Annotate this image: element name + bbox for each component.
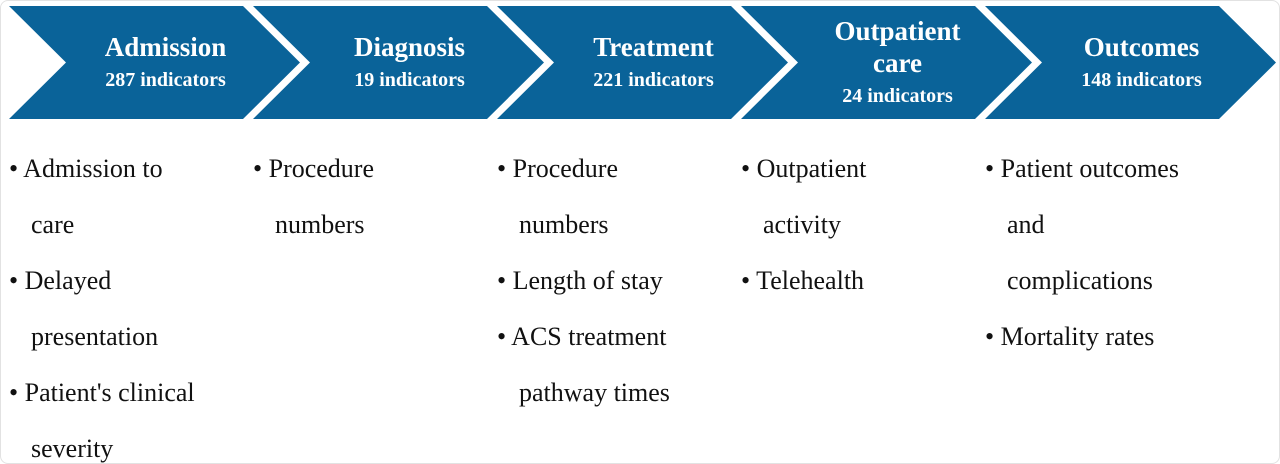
stage-count: 148 indicators <box>1081 68 1202 91</box>
bullet-item: • Outpatient activity <box>741 141 977 253</box>
bullet-item: • Length of stay <box>497 266 663 295</box>
stage-count: 287 indicators <box>105 68 226 91</box>
stage-details: • Procedure numbers <box>253 141 489 253</box>
bullet-text: activity <box>763 210 841 239</box>
stage-title: Outcomes <box>1083 31 1200 62</box>
stage-label: Outpatient care 24 indicators <box>794 6 1001 119</box>
stage-details: • Patient outcomes and complications • Mort… <box>985 141 1221 365</box>
bullet-text: severity <box>31 434 114 463</box>
bullet-text: Procedure <box>512 154 619 183</box>
stage-title: Outpatient care <box>834 15 961 78</box>
stage-label: Treatment 221 indicators <box>550 6 757 119</box>
stage-details: • Outpatient activity • Telehealth <box>741 141 977 309</box>
bullet-text: numbers <box>275 210 365 239</box>
stage-count: 221 indicators <box>593 68 714 91</box>
stage-details: • Admission to care • Delayed presentation •… <box>9 141 245 463</box>
chevron-row <box>9 6 1276 119</box>
bullet-text: Admission to <box>23 154 163 183</box>
bullet-text: Delayed <box>24 266 112 295</box>
stage-chevron <box>253 6 544 119</box>
bullet-item: • Patient outcomes and complications <box>985 141 1221 309</box>
bullet-text: complications <box>1007 266 1153 295</box>
bullet-item: • Patient's clinical severity <box>9 365 245 463</box>
bullet-text: Patient outcomes <box>1000 154 1179 183</box>
stage-title: Treatment <box>593 31 714 62</box>
stage-label: Admission 287 indicators <box>62 6 269 119</box>
bullet-item: • Mortality rates <box>985 322 1155 351</box>
stage-chevron <box>9 6 300 119</box>
bullet-item: • ACS treatment pathway times <box>497 309 733 421</box>
bullet-text: Mortality rates <box>1000 322 1155 351</box>
stage-details: • Procedure numbers • Length of stay • ACS … <box>497 141 733 421</box>
stage-title: Diagnosis <box>353 31 466 62</box>
stage-chevron <box>497 6 788 119</box>
bullet-item: • Procedure numbers <box>253 141 489 253</box>
bullet-text: Patient's clinical <box>24 378 195 407</box>
bullet-text: and <box>1007 210 1045 239</box>
bullet-text: presentation <box>31 322 159 351</box>
bullet-text: pathway times <box>519 378 670 407</box>
stage-chevron <box>985 6 1276 119</box>
bullet-text: numbers <box>519 210 609 239</box>
bullet-item: • Delayed presentation <box>9 253 245 365</box>
bullet-text: Telehealth <box>756 266 865 295</box>
stage-label: Diagnosis 19 indicators <box>306 6 513 119</box>
bullet-item: • Admission to care <box>9 141 245 253</box>
bullet-text: care <box>31 210 75 239</box>
bullet-item: • Procedure numbers <box>497 141 733 253</box>
stage-count: 19 indicators <box>354 68 465 91</box>
bullet-text: Procedure <box>268 154 375 183</box>
bullet-text: Outpatient <box>756 154 867 183</box>
stage-chevron <box>741 6 1032 119</box>
bullet-item: • Telehealth <box>741 266 865 295</box>
bullet-text: ACS treatment <box>511 322 667 351</box>
stage-count: 24 indicators <box>842 84 953 107</box>
bullet-text: Length of stay <box>512 266 663 295</box>
stage-label: Outcomes 148 indicators <box>1038 6 1245 119</box>
stage-title: Admission <box>104 31 227 62</box>
